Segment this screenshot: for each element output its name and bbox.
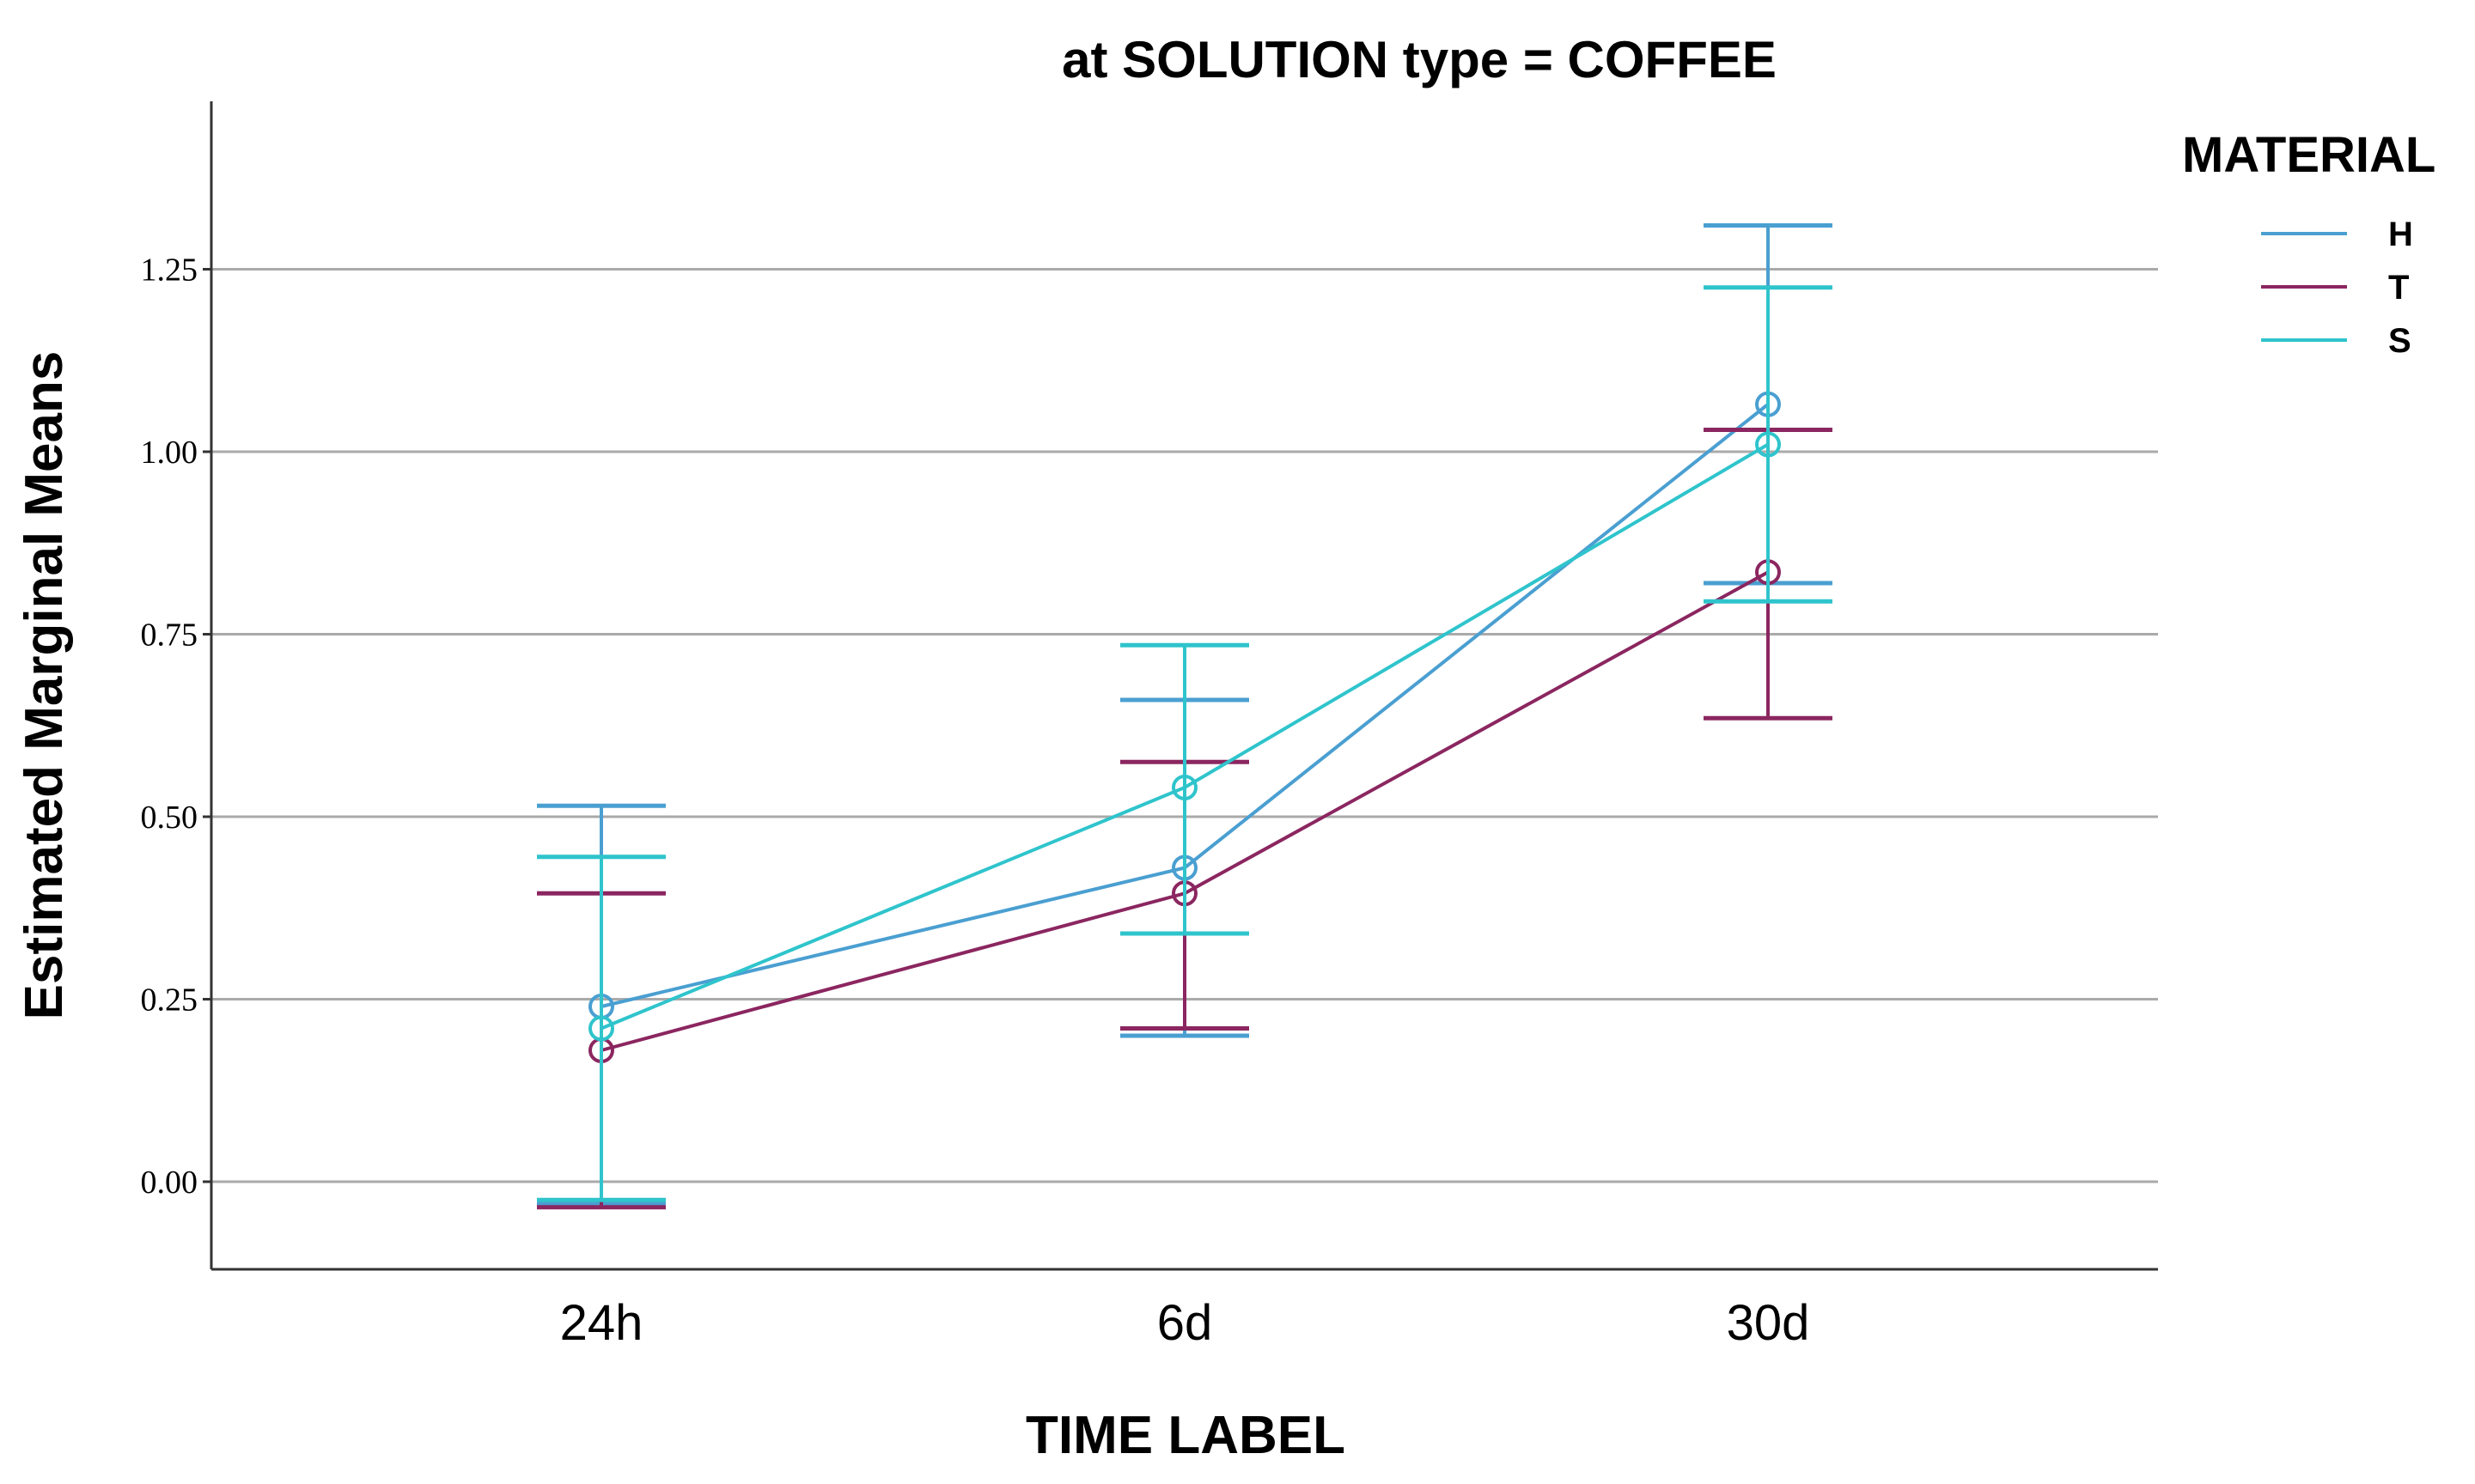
y-tick-label-2: 0.50 [141, 800, 198, 836]
legend-label-S: S [2388, 322, 2411, 360]
point-S-24h [588, 1015, 614, 1042]
y-tick-label-1: 0.25 [141, 982, 198, 1019]
x-tick-label-30d: 30d [1727, 1295, 1810, 1351]
legend: MATERIAL HTS [2182, 127, 2435, 360]
point-S-6d [1172, 775, 1198, 800]
legend-label-T: T [2388, 269, 2409, 307]
series-layer [537, 223, 1832, 1210]
series-line-S [600, 442, 1770, 1031]
legend-title: MATERIAL [2182, 127, 2435, 183]
x-axis-label: TIME LABEL [1026, 1406, 1345, 1465]
y-tick-label-4: 1.00 [141, 435, 198, 471]
y-tick-labels: 0.00 0.25 0.50 0.75 1.00 1.25 [141, 252, 211, 1201]
x-tick-label-6d: 6d [1157, 1295, 1213, 1351]
y-tick-label-3: 0.75 [141, 617, 198, 654]
y-tick-label-0: 0.00 [141, 1165, 198, 1201]
point-S-30d [1755, 431, 1781, 458]
chart-title: at SOLUTION type = COFFEE [1062, 31, 1777, 88]
y-axis-label: Estimated Marginal Means [15, 351, 74, 1020]
x-tick-label-24h: 24h [560, 1295, 643, 1351]
x-tick-labels: 24h 6d 30d [560, 1295, 1810, 1351]
series-S [537, 285, 1832, 1202]
legend-label-H: H [2388, 216, 2413, 253]
y-tick-label-5: 1.25 [141, 252, 198, 289]
